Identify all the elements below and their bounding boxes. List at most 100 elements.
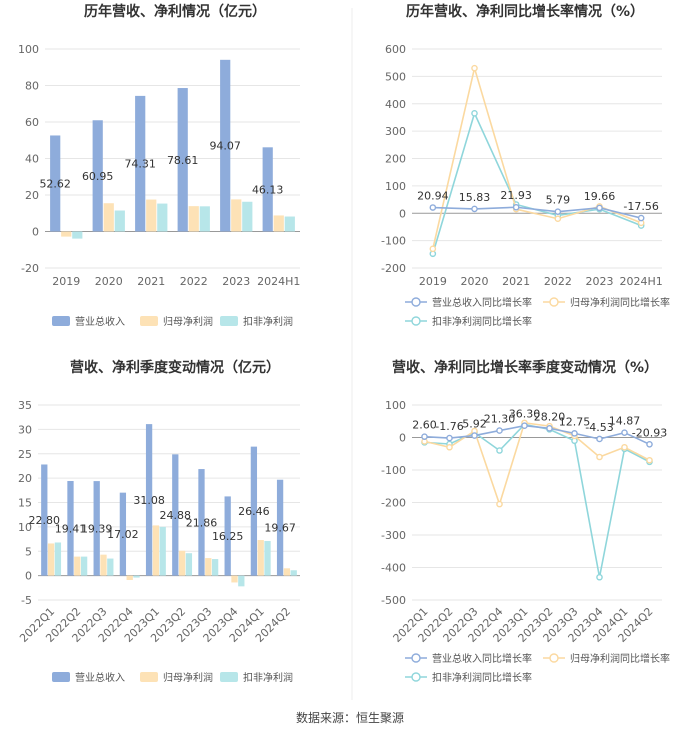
legend-label: 扣非净利润同比增长率 bbox=[432, 671, 532, 684]
legend-swatch bbox=[220, 316, 238, 326]
data-label: 94.07 bbox=[209, 140, 241, 153]
legend-label: 营业总收入同比增长率 bbox=[432, 296, 532, 309]
x-tick-label: 2019 bbox=[52, 275, 80, 288]
bar-扣非净利润 bbox=[211, 559, 219, 576]
bar-扣非净利润 bbox=[199, 206, 210, 232]
legend-label: 扣非净利润 bbox=[243, 315, 293, 328]
chart-title: 历年营收、净利情况（亿元） bbox=[84, 3, 266, 20]
legend-label: 归母净利润同比增长率 bbox=[570, 296, 670, 309]
bar-归母净利润 bbox=[61, 231, 72, 237]
bar-扣非净利润 bbox=[238, 575, 245, 587]
data-label: 14.87 bbox=[609, 415, 641, 428]
x-tick-label: 2023 bbox=[222, 275, 250, 288]
bar-归母净利润 bbox=[273, 215, 284, 232]
legend-swatch bbox=[220, 672, 238, 682]
data-label: 20.94 bbox=[417, 190, 449, 203]
point-营业总收入同比增长率 bbox=[596, 204, 603, 212]
bar-扣非净利润 bbox=[54, 542, 62, 576]
x-tick-label: 2022 bbox=[544, 275, 572, 288]
legend-label: 营业总收入同比增长率 bbox=[432, 652, 532, 665]
y-tick-label: 0 bbox=[25, 570, 32, 583]
bar-扣非净利润 bbox=[133, 575, 140, 578]
x-tick-label: 2021 bbox=[137, 275, 165, 288]
bar-营业总收入 bbox=[135, 95, 146, 232]
data-label: 22.80 bbox=[29, 514, 61, 527]
legend-swatch bbox=[140, 672, 158, 682]
point-扣非净利润同比增长率 bbox=[471, 110, 478, 117]
bar-归母净利润 bbox=[74, 556, 81, 576]
bar-归母净利润 bbox=[231, 199, 242, 232]
x-tick-label: 2019 bbox=[419, 275, 447, 288]
y-tick-label: 200 bbox=[385, 153, 406, 166]
bar-扣非净利润 bbox=[107, 558, 114, 576]
data-label: 74.31 bbox=[124, 158, 156, 171]
bar-扣非净利润 bbox=[242, 201, 253, 232]
data-label: -4.53 bbox=[585, 421, 613, 434]
bar-营业总收入 bbox=[50, 135, 61, 232]
bar-扣非净利润 bbox=[284, 216, 295, 232]
point-归母净利润同比增长率 bbox=[596, 453, 603, 461]
point-归母净利润同比增长率 bbox=[554, 215, 562, 223]
bar-营业总收入 bbox=[172, 454, 179, 576]
data-label: 12.75 bbox=[559, 415, 591, 428]
data-label: 17.02 bbox=[107, 528, 139, 541]
annual-bar-chart: 历年营收、净利情况（亿元） -20 0 20 40 60 80 100 2019 2020 2021… bbox=[18, 3, 300, 328]
data-label: 5.92 bbox=[462, 418, 487, 431]
y-tick-label: 25 bbox=[18, 448, 32, 461]
data-label: 52.62 bbox=[39, 177, 71, 190]
y-tick-label: 20 bbox=[18, 472, 32, 485]
bar-归母净利润 bbox=[100, 554, 107, 576]
point-归母净利润同比增长率 bbox=[429, 245, 437, 253]
data-label: 21.30 bbox=[484, 413, 516, 426]
legend-marker bbox=[549, 653, 559, 663]
y-tick-label: -300 bbox=[381, 529, 406, 542]
legend-swatch bbox=[52, 316, 70, 326]
x-tick-label: 2024H1 bbox=[620, 275, 663, 288]
data-label: -1.76 bbox=[435, 420, 463, 433]
bar-归母净利润 bbox=[231, 575, 238, 583]
line-扣非净利润同比增长率 bbox=[424, 423, 650, 578]
legend-swatch bbox=[52, 672, 70, 682]
data-label: 16.25 bbox=[212, 530, 244, 543]
point-营业总收入同比增长率 bbox=[596, 435, 603, 443]
data-label: 36.30 bbox=[509, 408, 541, 421]
legend-swatch bbox=[140, 316, 158, 326]
legend-marker bbox=[549, 297, 559, 307]
point-营业总收入同比增长率 bbox=[521, 422, 528, 430]
line-归母净利润同比增长率 bbox=[424, 421, 650, 507]
point-归母净利润同比增长率 bbox=[496, 500, 503, 508]
data-label: 21.93 bbox=[500, 189, 532, 202]
point-营业总收入同比增长率 bbox=[471, 205, 478, 213]
y-tick-label: 35 bbox=[18, 399, 32, 412]
y-tick-label: 10 bbox=[18, 521, 32, 534]
legend-marker bbox=[411, 297, 421, 307]
y-tick-label: -200 bbox=[381, 262, 406, 275]
point-归母净利润同比增长率 bbox=[446, 443, 453, 451]
source-note: 数据来源：恒生聚源 bbox=[296, 710, 404, 725]
data-label: 31.08 bbox=[133, 494, 165, 507]
bar-归母净利润 bbox=[188, 206, 199, 232]
y-tick-label: 500 bbox=[385, 70, 406, 83]
data-label: 19.67 bbox=[264, 522, 296, 535]
x-tick-label: 2024H1 bbox=[257, 275, 300, 288]
bar-营业总收入 bbox=[92, 120, 103, 232]
data-label: 28.20 bbox=[534, 410, 566, 423]
y-tick-label: 60 bbox=[25, 116, 39, 129]
quarterly-bar-chart: 营收、净利季度变动情况（亿元）-5051015202530352022Q1202… bbox=[17, 359, 300, 684]
point-营业总收入同比增长率 bbox=[637, 214, 645, 222]
bar-归母净利润 bbox=[257, 540, 264, 576]
legend-label: 扣非净利润 bbox=[243, 671, 293, 684]
annual-line-chart: 历年营收、净利同比增长率情况（%） -200 -100 0 100 200 300 400 50… bbox=[381, 3, 670, 328]
bar-营业总收入 bbox=[177, 88, 188, 232]
bar-归母净利润 bbox=[146, 199, 157, 232]
y-tick-label: 0 bbox=[399, 432, 406, 445]
bar-营业总收入 bbox=[224, 496, 231, 576]
data-label: 19.66 bbox=[584, 190, 616, 203]
chart-title: 营收、净利季度变动情况（亿元） bbox=[70, 359, 280, 376]
y-tick-label: 5 bbox=[25, 545, 32, 558]
y-tick-label: -100 bbox=[381, 235, 406, 248]
bar-扣非净利润 bbox=[114, 210, 125, 232]
y-tick-label: -200 bbox=[381, 497, 406, 510]
y-tick-label: 80 bbox=[25, 80, 39, 93]
data-label: 19.39 bbox=[81, 522, 113, 535]
